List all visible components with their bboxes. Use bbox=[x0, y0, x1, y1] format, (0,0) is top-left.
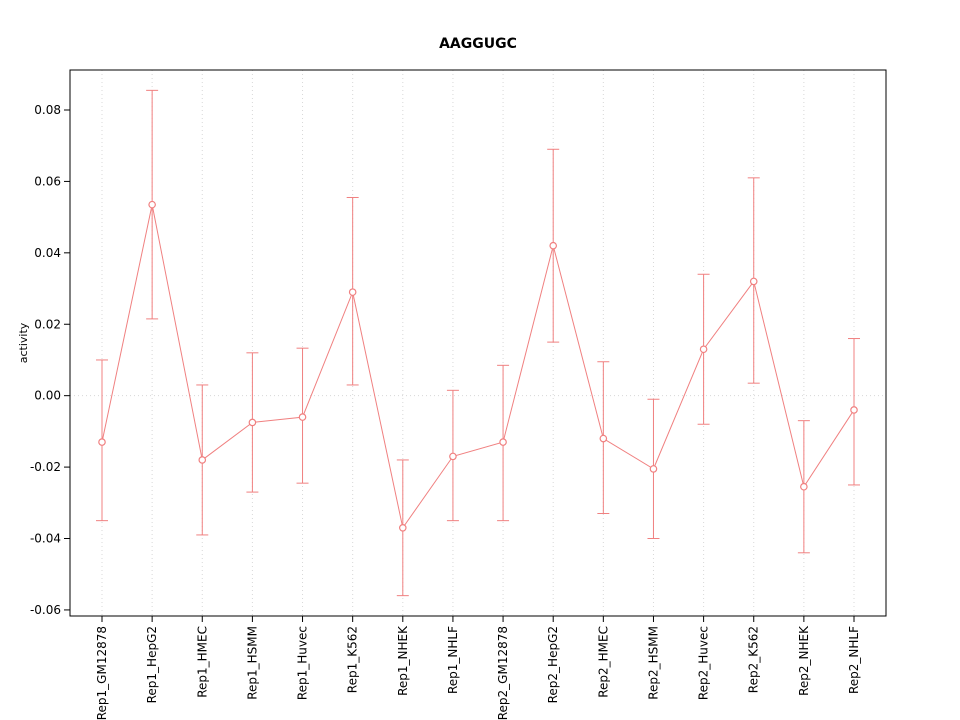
x-tick-label: Rep2_HSMM bbox=[646, 626, 660, 700]
y-tick-label: 0.04 bbox=[34, 246, 61, 260]
x-tick-label: Rep2_K562 bbox=[747, 626, 761, 693]
data-point bbox=[298, 413, 307, 421]
data-point bbox=[348, 288, 357, 296]
x-tick-label: Rep1_K562 bbox=[346, 626, 360, 693]
data-point bbox=[699, 345, 708, 354]
x-tick-label: Rep2_NHLF bbox=[847, 626, 861, 694]
x-tick-label: Rep1_HSMM bbox=[245, 626, 259, 700]
series-line bbox=[101, 204, 855, 530]
x-tick-label: Rep1_NHLF bbox=[446, 626, 460, 694]
data-point bbox=[749, 277, 758, 286]
data-point bbox=[599, 434, 608, 443]
x-tick-label: Rep1_NHEK bbox=[396, 625, 410, 696]
y-axis-label: activity bbox=[17, 322, 30, 363]
data-point bbox=[649, 465, 658, 473]
plot-area: -0.06 -0.04 -0.02 0.00 0.02 0.04 0.06 0.08 Rep1_… bbox=[30, 69, 887, 720]
x-tick-label: Rep2_NHEK bbox=[797, 625, 811, 696]
data-point bbox=[800, 482, 808, 491]
data-point bbox=[248, 418, 257, 427]
data-point bbox=[98, 438, 106, 446]
x-tick-label: Rep1_GM12878 bbox=[95, 626, 109, 720]
y-tick-label: 0.08 bbox=[34, 103, 61, 117]
chart-title: AAGGUGC bbox=[439, 36, 517, 52]
x-tick-label: Rep1_Huvec bbox=[296, 626, 310, 700]
x-tick-label: Rep2_HMEC bbox=[596, 626, 610, 698]
y-tick-label: -0.06 bbox=[30, 603, 61, 617]
x-tick-label: Rep2_Huvec bbox=[697, 626, 711, 700]
y-tick-label: 0.00 bbox=[34, 389, 61, 403]
plot-border bbox=[69, 69, 887, 617]
x-tick-label: Rep1_HepG2 bbox=[145, 626, 159, 703]
x-tick-label: Rep1_HMEC bbox=[195, 626, 209, 698]
x-tick-label: Rep2_GM12878 bbox=[496, 626, 510, 720]
y-tick-label: -0.02 bbox=[30, 460, 61, 474]
data-point bbox=[148, 200, 156, 209]
data-point bbox=[198, 456, 207, 464]
x-tick-label: Rep2_HepG2 bbox=[546, 626, 560, 703]
data-point bbox=[398, 523, 407, 532]
data-point bbox=[449, 452, 457, 461]
data-point bbox=[499, 438, 507, 446]
y-tick-label: -0.04 bbox=[30, 532, 61, 546]
data-point bbox=[850, 406, 858, 414]
y-tick-label: 0.06 bbox=[34, 174, 61, 188]
y-tick-label: 0.02 bbox=[34, 317, 61, 331]
data-point bbox=[549, 241, 558, 250]
